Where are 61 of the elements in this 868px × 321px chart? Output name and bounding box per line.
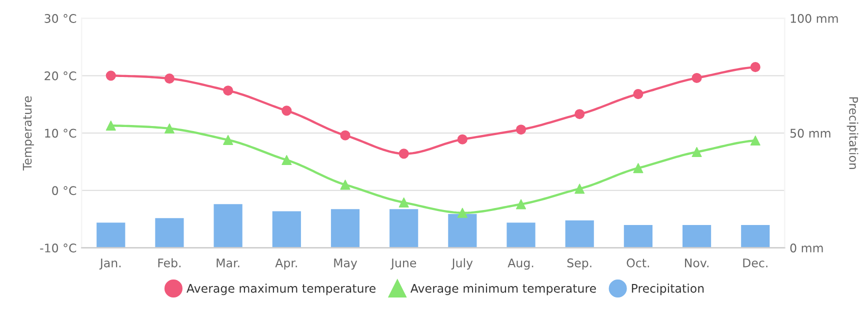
x-tick-label: Apr.	[275, 258, 297, 270]
bar	[213, 203, 244, 248]
bar	[154, 217, 184, 248]
x-tick-label: Dec.	[743, 258, 768, 268]
point	[692, 72, 702, 84]
point	[516, 124, 526, 135]
y2-tick-label: 0 mm	[790, 244, 823, 252]
y2-tick-label: 50 mm	[790, 128, 830, 138]
bar	[506, 222, 536, 248]
point	[106, 70, 116, 81]
y-tick-label: 0 °C	[52, 186, 76, 196]
point	[633, 163, 644, 174]
point	[164, 123, 175, 134]
point	[574, 184, 585, 194]
y2-tick-label: 100 mm	[790, 14, 838, 23]
point	[574, 109, 585, 120]
x-tick-label: Oct.	[626, 258, 650, 268]
point	[750, 135, 760, 146]
point	[223, 86, 234, 96]
point	[282, 106, 292, 116]
point	[398, 148, 409, 159]
y-tick-label: 30 °C	[44, 14, 76, 23]
point	[633, 89, 644, 100]
legend-label: Average maximum temperature	[186, 284, 376, 296]
point	[398, 197, 409, 208]
point	[457, 208, 468, 218]
bar	[388, 208, 419, 248]
y2-axis-title: Precipitation	[846, 97, 858, 169]
x-tick-label: Mar.	[216, 258, 240, 268]
y-axis-title: Temperature	[22, 96, 34, 170]
y-tick-label: 20 °C	[44, 71, 76, 80]
x-tick-label: June	[390, 258, 416, 270]
bar	[272, 210, 302, 248]
point	[750, 62, 760, 72]
point	[340, 130, 350, 140]
point	[457, 134, 468, 144]
point	[692, 146, 702, 158]
x-tick-label: Aug.	[508, 258, 534, 270]
bar	[740, 224, 770, 248]
x-tick-label: Sep.	[567, 258, 592, 270]
bar	[564, 220, 595, 248]
legend-label: Precipitation	[632, 284, 704, 296]
point	[106, 120, 116, 131]
bar	[96, 222, 126, 248]
x-tick-label: Nov.	[685, 258, 708, 268]
y-tick-label: 10 °C	[45, 128, 76, 138]
point	[164, 74, 175, 84]
x-tick-label: Feb.	[158, 258, 181, 268]
x-tick-label: July	[451, 258, 473, 270]
point	[223, 134, 234, 145]
x-tick-label: Jan.	[99, 258, 121, 270]
y-tick-label: -10 °C	[40, 244, 76, 252]
x-tick-label: May	[334, 258, 358, 270]
bar	[623, 224, 654, 248]
bar	[330, 208, 360, 248]
bar	[447, 213, 478, 248]
point	[282, 154, 292, 166]
point	[340, 180, 350, 190]
legend-label: Average minimum temperature	[410, 284, 596, 296]
bar	[682, 224, 712, 248]
point	[516, 199, 526, 210]
